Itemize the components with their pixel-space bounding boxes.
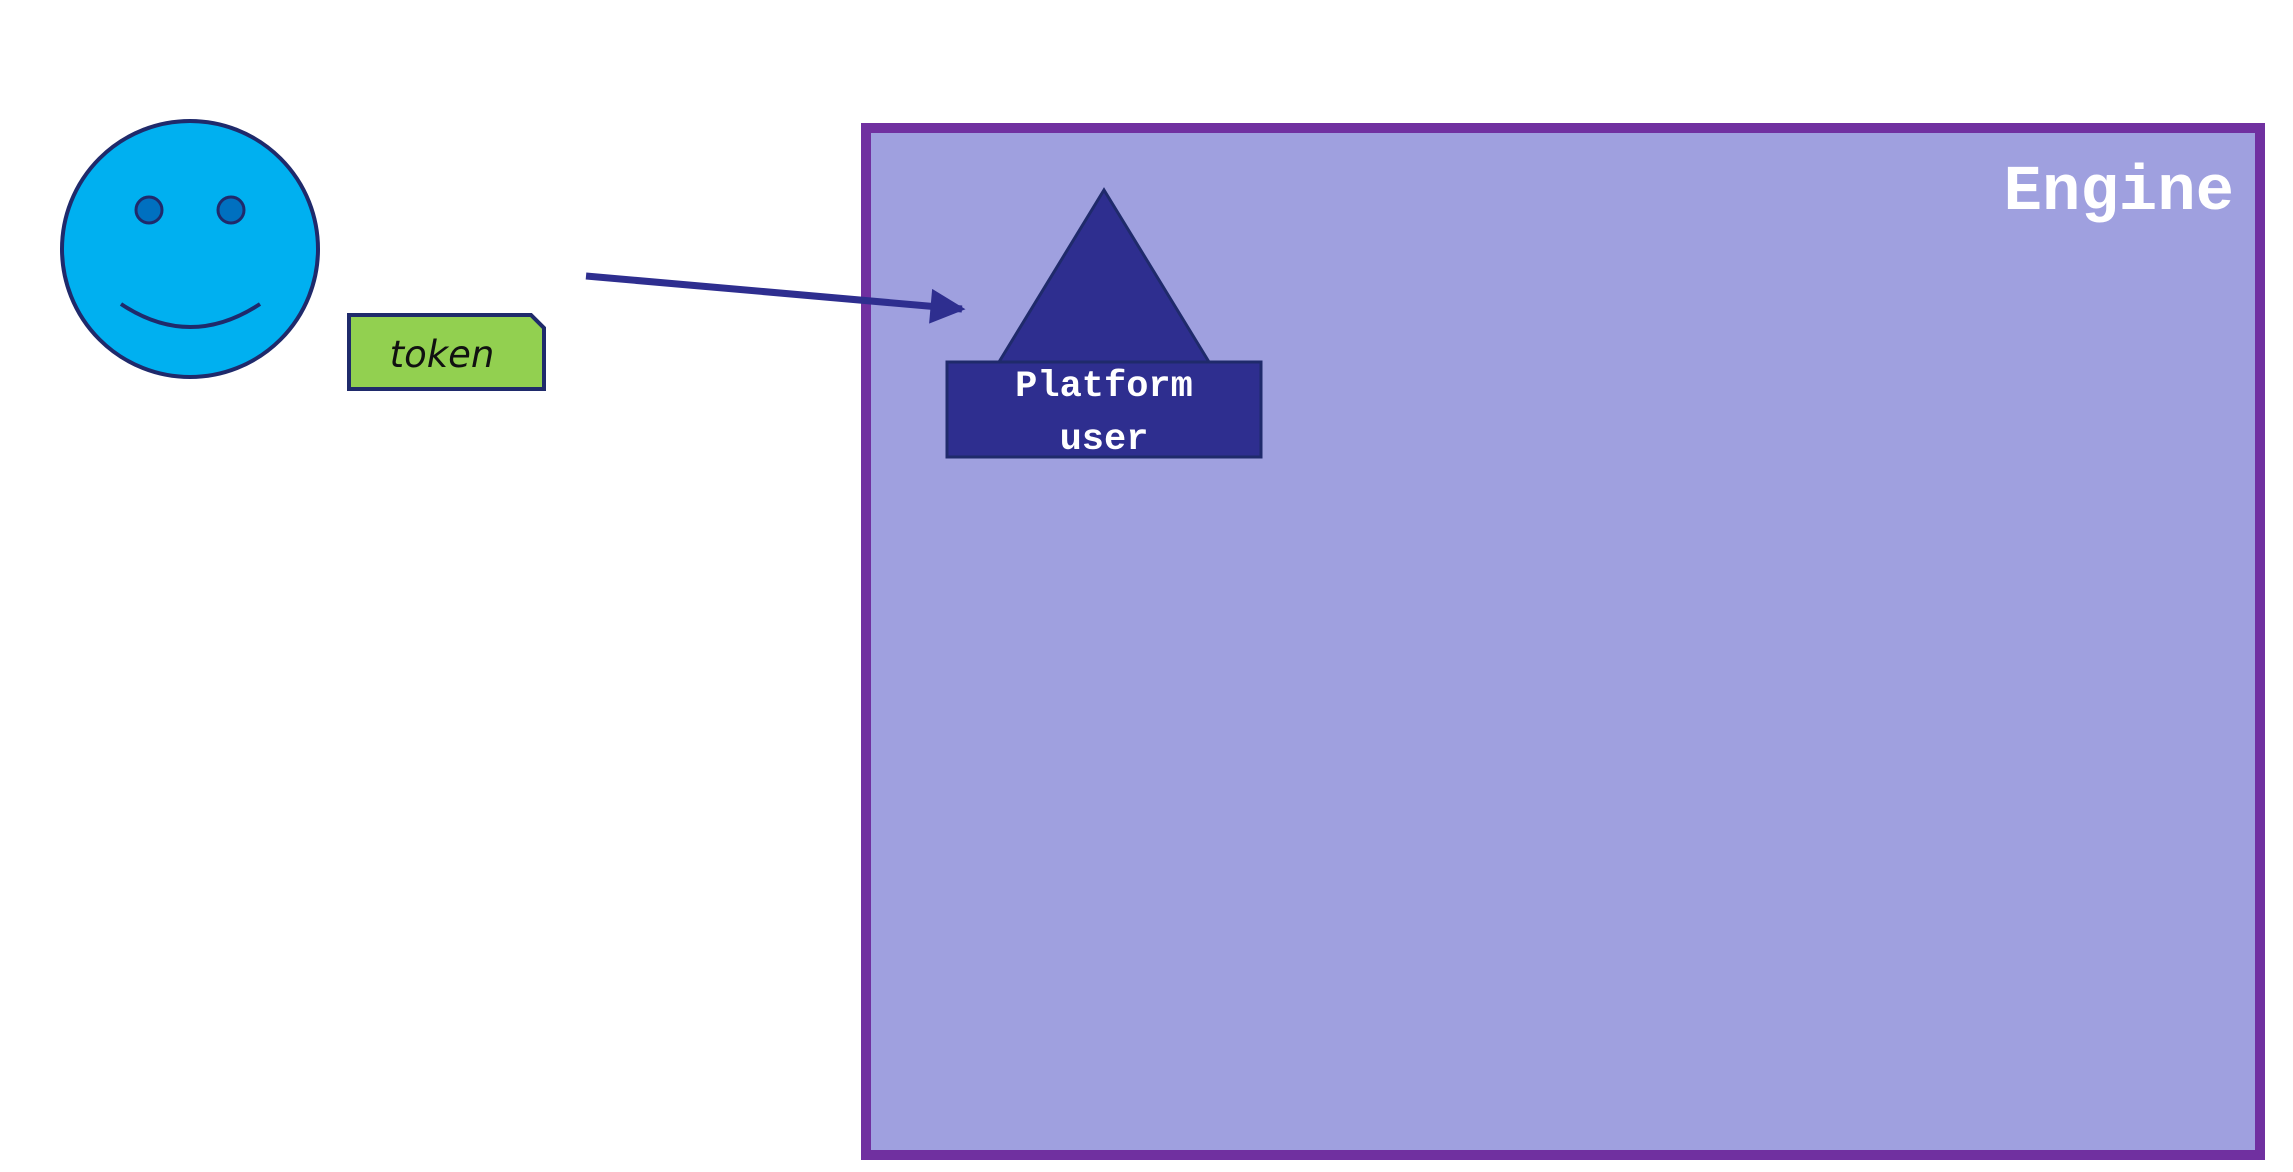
platform-user-node[interactable]: Platform user xyxy=(945,187,1263,461)
token-card-shape xyxy=(347,313,546,391)
smiley-face xyxy=(60,119,320,379)
smiley-mouth xyxy=(119,302,262,329)
request-arrow xyxy=(585,272,966,324)
platform-user-box xyxy=(945,360,1263,459)
platform-user-label-line2: user xyxy=(1060,419,1149,461)
user-smiley-icon[interactable] xyxy=(60,119,320,379)
token-card[interactable]: token xyxy=(347,313,546,391)
smiley-right-eye xyxy=(216,195,246,225)
token-label: token xyxy=(390,333,495,376)
engine-label: Engine xyxy=(2004,157,2234,229)
smiley-left-eye xyxy=(134,195,164,225)
platform-user-label-line1: Platform xyxy=(1015,366,1193,408)
